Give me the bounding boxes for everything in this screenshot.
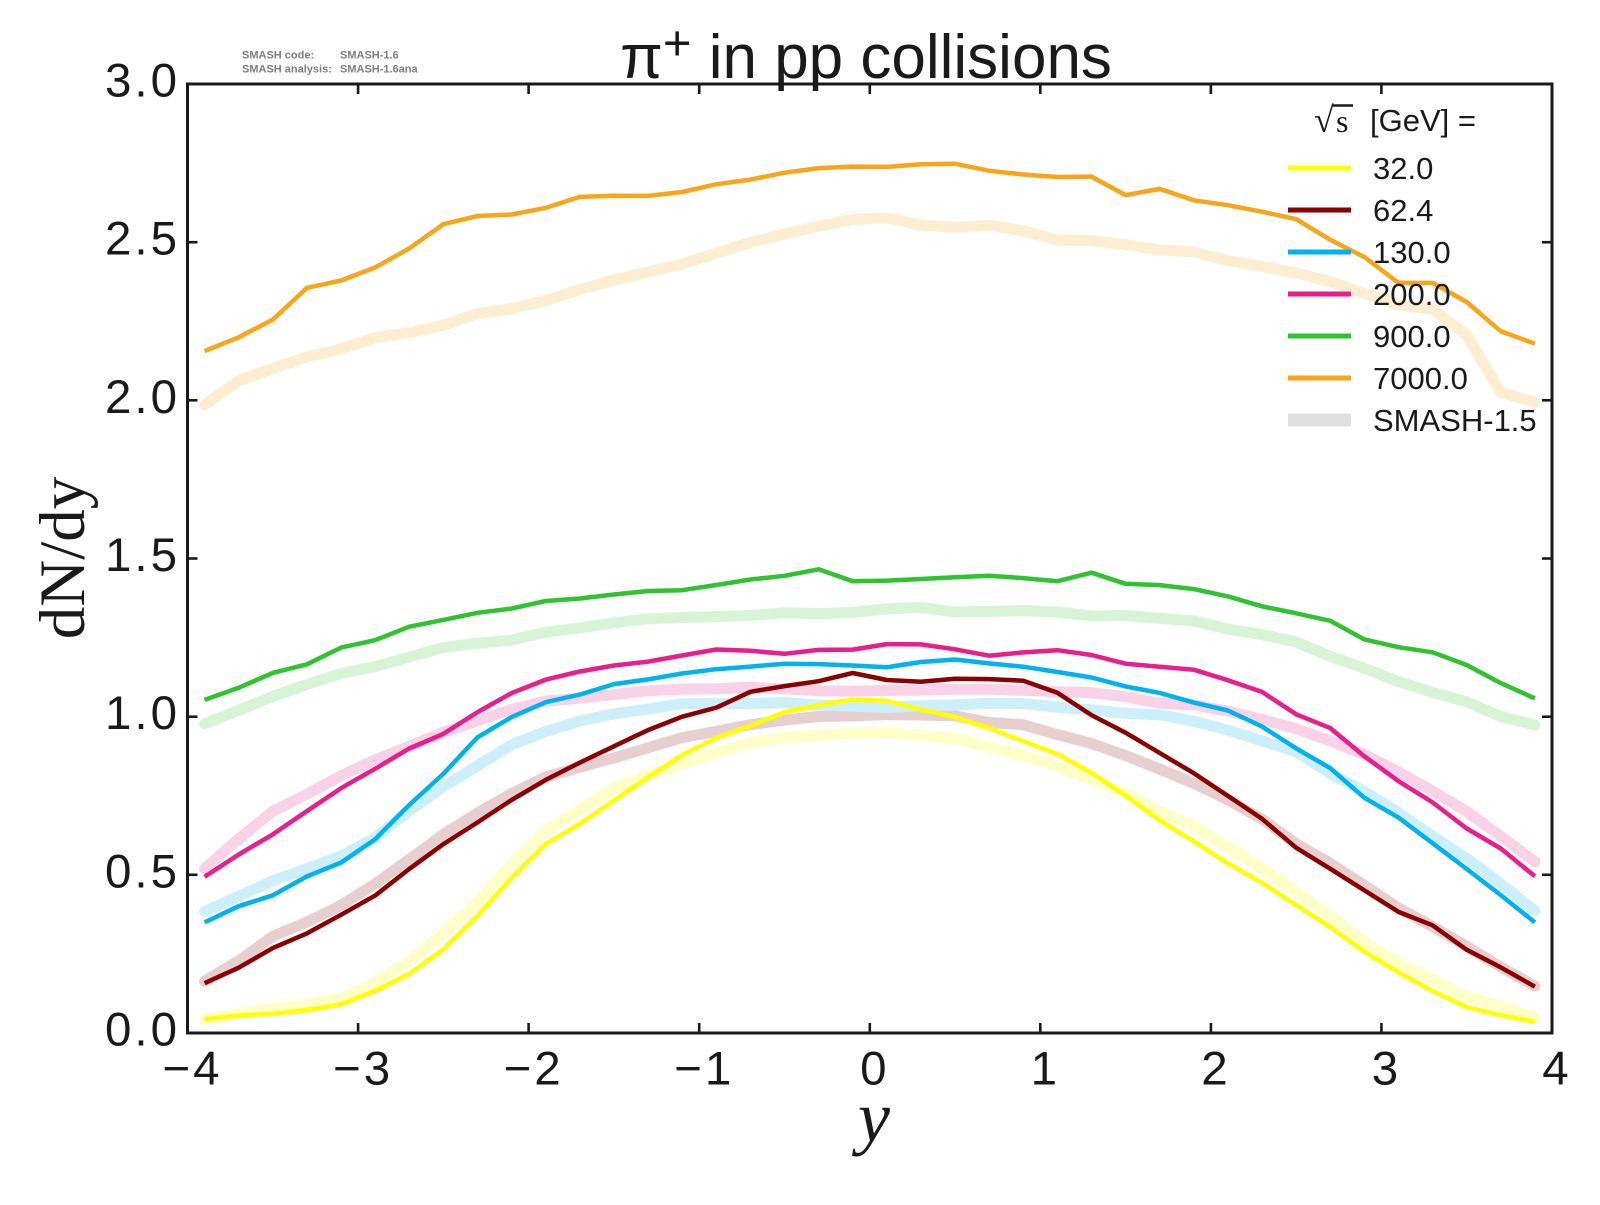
svg-text:62.4: 62.4 [1373, 193, 1433, 228]
svg-text:[GeV] =: [GeV] = [1370, 103, 1476, 138]
svg-text:900.0: 900.0 [1373, 319, 1451, 354]
svg-text:SMASH-1.5: SMASH-1.5 [1373, 403, 1537, 438]
svg-text:√: √ [1314, 100, 1334, 140]
svg-text:−2: −2 [504, 1043, 564, 1096]
svg-text:130.0: 130.0 [1373, 235, 1451, 270]
svg-text:SMASH-1.6ana: SMASH-1.6ana [340, 64, 419, 76]
svg-text:32.0: 32.0 [1373, 151, 1433, 186]
svg-text:4: 4 [1542, 1043, 1571, 1096]
svg-text:0: 0 [860, 1043, 889, 1096]
svg-text:0.0: 0.0 [105, 1004, 180, 1057]
svg-text:0.5: 0.5 [105, 845, 180, 898]
svg-text:2.0: 2.0 [105, 371, 180, 424]
svg-text:1: 1 [1031, 1043, 1060, 1096]
svg-text:1.0: 1.0 [105, 687, 180, 740]
svg-text:2: 2 [1201, 1043, 1230, 1096]
svg-text:1.5: 1.5 [105, 529, 180, 582]
svg-text:y: y [851, 1077, 890, 1157]
svg-text:3: 3 [1372, 1043, 1401, 1096]
svg-text:200.0: 200.0 [1373, 277, 1451, 312]
svg-text:−1: −1 [674, 1043, 734, 1096]
svg-text:s: s [1336, 103, 1348, 139]
svg-text:π+ in pp collisions: π+ in pp collisions [620, 17, 1112, 92]
svg-text:SMASH code:: SMASH code: [242, 50, 314, 62]
svg-text:dN/dy: dN/dy [27, 476, 99, 639]
svg-text:3.0: 3.0 [105, 55, 180, 108]
svg-text:SMASH-1.6: SMASH-1.6 [340, 50, 399, 62]
svg-text:−4: −4 [162, 1043, 222, 1096]
svg-text:7000.0: 7000.0 [1373, 361, 1468, 396]
svg-text:SMASH analysis:: SMASH analysis: [242, 64, 332, 76]
svg-text:−3: −3 [333, 1043, 393, 1096]
svg-text:2.5: 2.5 [105, 213, 180, 266]
